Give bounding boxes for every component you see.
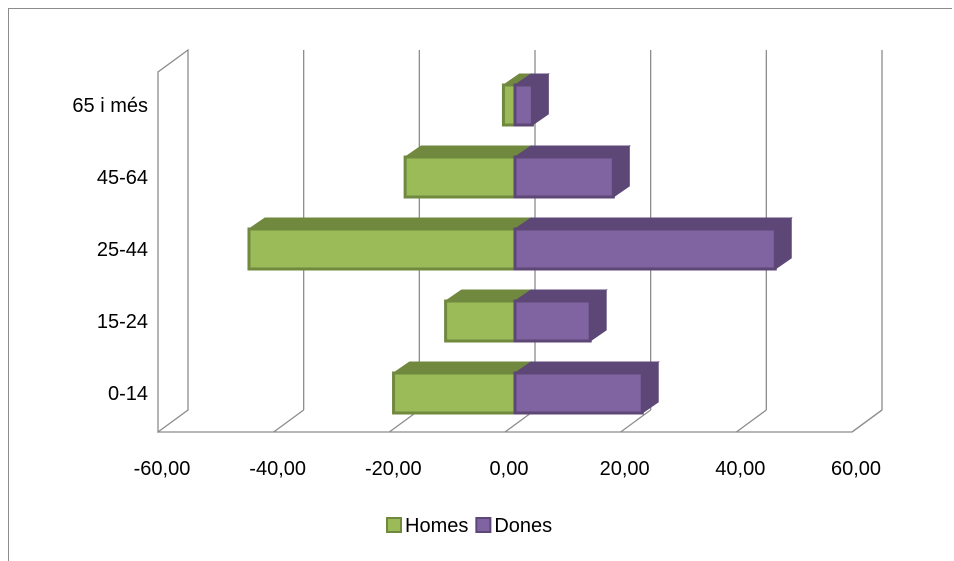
- legend-swatch: [475, 517, 492, 533]
- legend-swatch: [386, 517, 402, 533]
- bar-front: [513, 371, 644, 415]
- bar-dones: [513, 289, 608, 343]
- floor-gridline: [273, 409, 305, 433]
- legend-item-homes: Homes: [386, 515, 468, 537]
- bar-dones: [513, 145, 631, 199]
- floor-gridline: [735, 409, 767, 433]
- bar-dones: [513, 217, 793, 271]
- bar-front: [513, 155, 615, 199]
- bar-dones: [513, 73, 550, 127]
- floor-gridline: [620, 409, 652, 433]
- x-tick-label: -40,00: [249, 458, 306, 480]
- chart-area: [8, 8, 952, 561]
- left-wall: [157, 48, 189, 434]
- bar-homes: [403, 145, 533, 199]
- legend-item-dones: Dones: [475, 515, 552, 537]
- bar-front: [501, 83, 517, 127]
- legend-label: Homes: [405, 515, 468, 537]
- x-tick-label: 60,00: [831, 458, 881, 480]
- y-tick-label: 15-24: [97, 311, 148, 333]
- bar-dones: [513, 361, 660, 415]
- bar-top: [513, 361, 660, 374]
- floor-gridline: [851, 409, 883, 433]
- legend-label: Dones: [494, 515, 552, 537]
- x-tick-label: 40,00: [715, 458, 765, 480]
- x-tick-label: -20,00: [365, 458, 422, 480]
- x-tick-label: -60,00: [134, 458, 191, 480]
- y-tick-label: 45-64: [97, 167, 148, 189]
- bar-homes: [391, 361, 533, 415]
- y-tick-label: 25-44: [97, 239, 148, 261]
- bars: [247, 73, 793, 415]
- bar-top: [513, 217, 793, 230]
- x-axis-tick-labels: -60,00 -40,00 -20,00 0,00 20,00 40,00 60,00: [134, 458, 881, 480]
- bar-top: [513, 145, 631, 158]
- bar-front: [247, 227, 517, 271]
- x-tick-label: 0,00: [490, 458, 529, 480]
- bar-front: [513, 227, 777, 271]
- bar-top: [247, 217, 533, 230]
- bar-top: [403, 145, 533, 158]
- bar-front: [403, 155, 517, 199]
- x-tick-label: 20,00: [600, 458, 650, 480]
- bar-front: [513, 299, 592, 343]
- legend: Homes Dones: [386, 515, 552, 537]
- bar-top: [391, 361, 533, 374]
- y-axis-tick-labels: 0-14 15-24 25-44 45-64 65 i més: [72, 95, 148, 405]
- bar-front: [444, 299, 517, 343]
- bar-front: [392, 371, 517, 415]
- y-tick-label: 65 i més: [72, 95, 148, 117]
- bar-homes: [247, 217, 533, 271]
- bar-front: [513, 83, 534, 127]
- y-tick-label: 0-14: [108, 383, 148, 405]
